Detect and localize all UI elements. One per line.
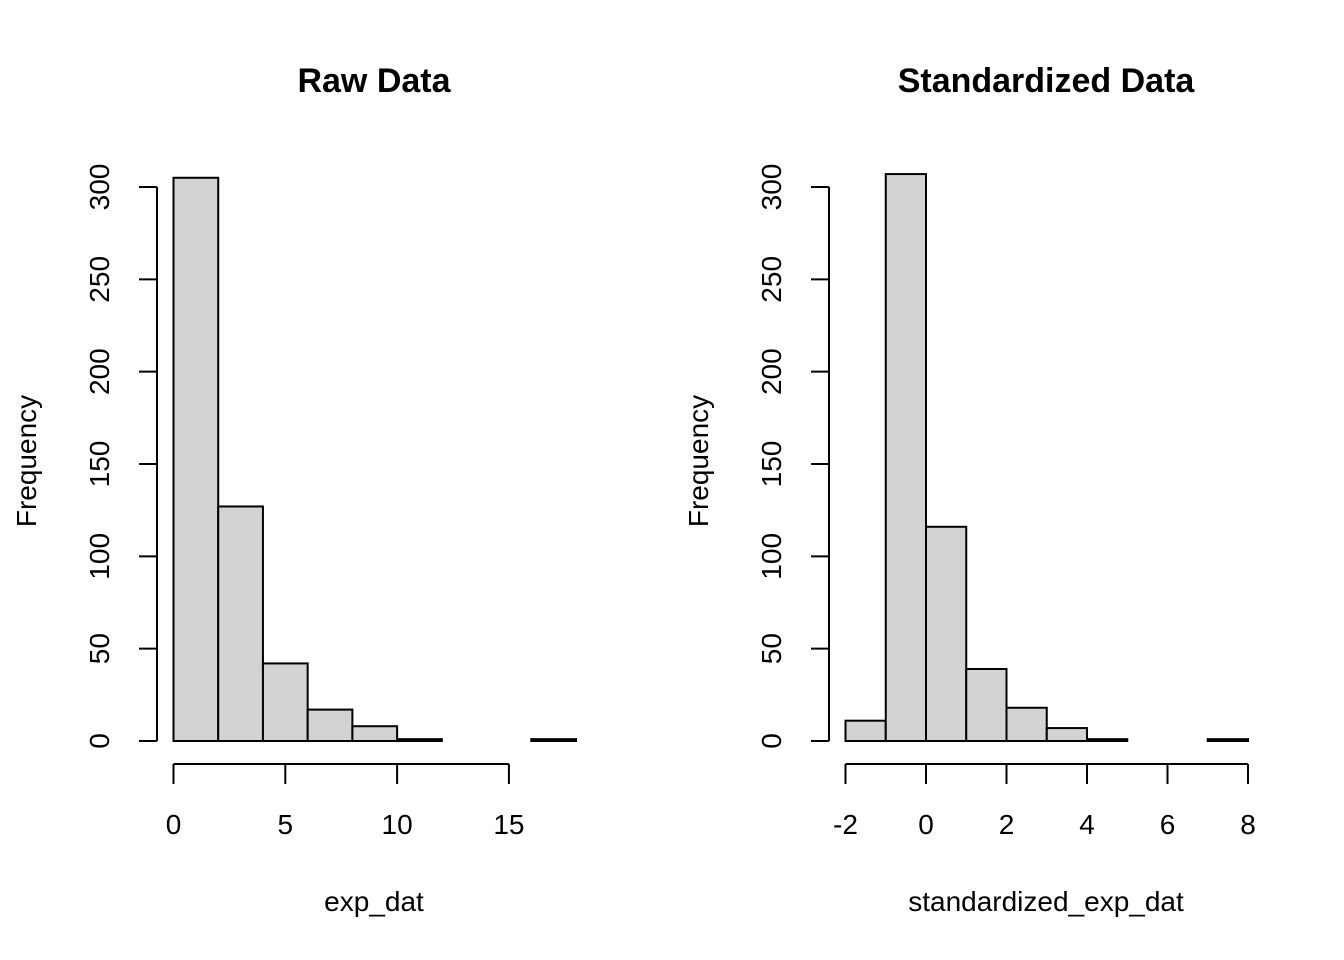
histogram-bar	[530, 738, 577, 742]
y-tick-label: 100	[84, 533, 115, 580]
y-tick-label: 300	[756, 164, 787, 211]
x-tick-label: 0	[166, 809, 182, 840]
y-axis-label: Frequency	[683, 395, 714, 527]
y-tick-label: 250	[84, 256, 115, 303]
x-tick-label: 4	[1079, 809, 1095, 840]
y-axis: 0 50 100 150 200 250 300	[84, 164, 158, 749]
x-tick-label: -2	[833, 809, 858, 840]
histogram-bar	[1045, 727, 1088, 742]
y-tick-label: 200	[84, 348, 115, 395]
histogram-bar	[261, 662, 309, 742]
x-tick-label: 8	[1240, 809, 1256, 840]
x-tick-label: 5	[278, 809, 294, 840]
x-tick-label: 2	[999, 809, 1015, 840]
y-tick-label: 150	[756, 441, 787, 488]
y-tick-label: 0	[756, 733, 787, 749]
y-tick-label: 50	[84, 633, 115, 664]
histogram-bar	[306, 708, 354, 743]
histogram-bar	[172, 176, 220, 742]
histogram-bar	[217, 505, 264, 742]
y-tick-label: 200	[756, 348, 787, 395]
raw-data-panel: Raw Data exp_dat Frequency 0 5 10 15 0 50 100…	[11, 62, 577, 917]
histogram-bar	[351, 725, 399, 743]
histogram-bar	[396, 738, 443, 742]
x-axis: -2 0 2 4 6 8	[833, 763, 1256, 840]
bars	[844, 173, 1249, 743]
x-axis: 0 5 10 15	[166, 763, 524, 840]
chart-title: Raw Data	[297, 62, 451, 100]
histogram-bar	[965, 667, 1008, 742]
y-axis: 0 50 100 150 200 250 300	[756, 164, 830, 749]
histogram-bar	[844, 719, 887, 742]
y-tick-label: 100	[756, 533, 787, 580]
standardized-data-panel: Standardized Data standardized_exp_dat F…	[683, 62, 1256, 917]
chart-title: Standardized Data	[898, 62, 1196, 100]
x-axis-label: exp_dat	[324, 886, 424, 917]
x-tick-label: 6	[1160, 809, 1176, 840]
x-axis-label: standardized_exp_dat	[908, 886, 1184, 917]
y-tick-label: 250	[756, 256, 787, 303]
y-tick-label: 300	[84, 164, 115, 211]
bars	[172, 176, 577, 743]
histogram-bar	[1086, 738, 1129, 742]
y-axis-label: Frequency	[11, 395, 42, 527]
histogram-bar	[1005, 706, 1048, 743]
histogram-bar	[925, 525, 968, 743]
histogram-bar	[1206, 738, 1249, 742]
y-tick-label: 150	[84, 441, 115, 488]
histogram-bar	[884, 173, 927, 743]
x-tick-label: 0	[918, 809, 934, 840]
y-tick-label: 50	[756, 633, 787, 664]
y-tick-label: 0	[84, 733, 115, 749]
x-tick-label: 15	[493, 809, 524, 840]
x-tick-label: 10	[382, 809, 413, 840]
